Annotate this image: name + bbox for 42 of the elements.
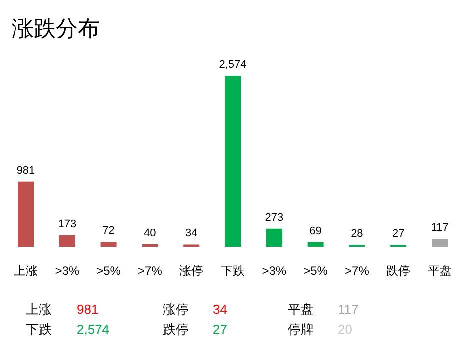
x-tick-label: >3% — [262, 264, 287, 278]
x-tick-label: 平盘 — [428, 264, 452, 278]
data-label: 981 — [16, 164, 36, 177]
bar — [266, 228, 282, 247]
bar — [308, 242, 324, 247]
x-tick-label: >3% — [55, 264, 80, 278]
x-tick-label: >5% — [304, 264, 328, 278]
text: 2,574 — [77, 322, 110, 337]
data-label: 27 — [392, 228, 405, 240]
data-label: 69 — [310, 225, 322, 238]
bar — [142, 244, 158, 247]
bar — [432, 239, 448, 247]
x-tick-label: 跌停 — [386, 264, 411, 278]
text: 34 — [213, 302, 228, 317]
data-label: 2,574 — [219, 59, 247, 71]
text: 下跌 — [26, 322, 52, 337]
x-tick-label: >7% — [345, 264, 370, 278]
data-label: 34 — [185, 228, 198, 240]
data-label: 40 — [144, 227, 156, 240]
x-tick-label: 涨停 — [180, 264, 204, 278]
text: 停牌 — [288, 322, 314, 337]
data-label: 117 — [431, 222, 449, 234]
x-tick-label: 下跌 — [221, 264, 245, 278]
bar — [100, 242, 117, 247]
x-tick-label: >7% — [138, 264, 163, 278]
bar — [59, 236, 76, 247]
data-label: 72 — [102, 225, 115, 238]
text: 27 — [213, 322, 228, 337]
chart-title: 涨跌分布 — [12, 16, 100, 41]
data-label: 28 — [351, 228, 364, 240]
bar — [225, 76, 241, 247]
text: 平盘 — [288, 302, 314, 317]
text: 981 — [77, 302, 99, 317]
bar — [18, 182, 34, 247]
x-tick-label: >5% — [96, 264, 122, 278]
text: 涨停 — [163, 302, 189, 317]
text: 117 — [338, 302, 359, 317]
x-tick-label: 上涨 — [14, 264, 38, 278]
data-label: 273 — [265, 212, 284, 224]
text: 跌停 — [163, 322, 189, 337]
text: 上涨 — [26, 302, 52, 317]
data-label: 173 — [58, 218, 77, 231]
